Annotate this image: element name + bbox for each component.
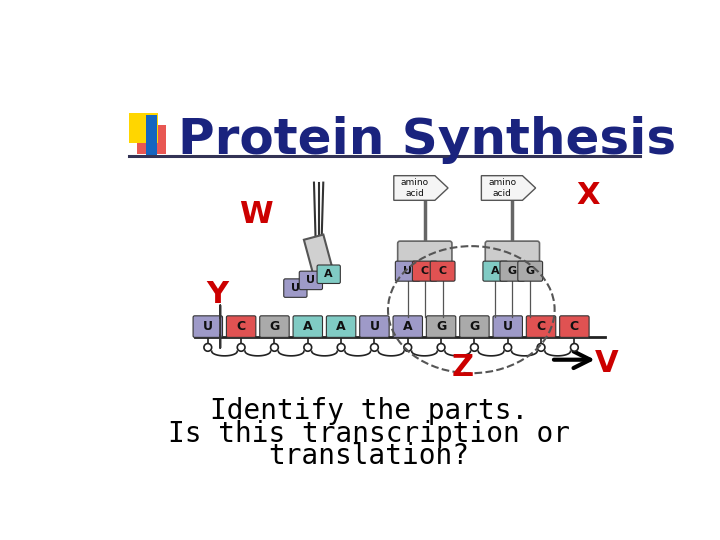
FancyBboxPatch shape [293, 316, 323, 338]
FancyBboxPatch shape [559, 316, 589, 338]
Text: C: C [438, 266, 446, 276]
FancyBboxPatch shape [459, 316, 489, 338]
FancyBboxPatch shape [413, 261, 437, 281]
Text: G: G [508, 266, 517, 276]
Text: U: U [291, 283, 300, 293]
Text: A: A [325, 269, 333, 279]
Text: U: U [203, 320, 213, 333]
FancyBboxPatch shape [485, 241, 539, 264]
Circle shape [238, 343, 245, 351]
Text: amino
acid: amino acid [400, 178, 429, 198]
Circle shape [337, 343, 345, 351]
FancyBboxPatch shape [393, 316, 423, 338]
Circle shape [504, 343, 512, 351]
FancyBboxPatch shape [431, 261, 455, 281]
FancyBboxPatch shape [360, 316, 389, 338]
FancyBboxPatch shape [426, 316, 456, 338]
Text: G: G [526, 266, 535, 276]
Text: G: G [269, 320, 279, 333]
Text: Y: Y [206, 280, 228, 309]
Circle shape [570, 343, 578, 351]
Text: U: U [369, 320, 379, 333]
FancyBboxPatch shape [284, 279, 307, 298]
Text: A: A [403, 320, 413, 333]
FancyBboxPatch shape [493, 316, 523, 338]
Polygon shape [304, 234, 333, 277]
FancyBboxPatch shape [483, 261, 508, 281]
FancyBboxPatch shape [326, 316, 356, 338]
Text: C: C [420, 266, 429, 276]
FancyBboxPatch shape [317, 265, 341, 284]
Text: U: U [503, 320, 513, 333]
Circle shape [437, 343, 445, 351]
FancyBboxPatch shape [260, 316, 289, 338]
Bar [137, 125, 166, 154]
Circle shape [471, 343, 478, 351]
Text: amino
acid: amino acid [488, 178, 516, 198]
Text: G: G [436, 320, 446, 333]
Text: X: X [577, 181, 600, 210]
FancyBboxPatch shape [395, 261, 420, 281]
Text: C: C [570, 320, 579, 333]
FancyBboxPatch shape [526, 316, 556, 338]
Circle shape [404, 343, 412, 351]
Text: Z: Z [451, 353, 473, 382]
Text: C: C [237, 320, 246, 333]
Text: Protein Synthesis: Protein Synthesis [178, 116, 675, 164]
Text: C: C [536, 320, 546, 333]
Text: Identify the parts.: Identify the parts. [210, 397, 528, 426]
Polygon shape [394, 176, 448, 200]
Text: A: A [336, 320, 346, 333]
Text: V: V [595, 349, 619, 378]
Text: W: W [239, 200, 272, 230]
Text: U: U [307, 275, 315, 286]
Circle shape [537, 343, 545, 351]
Text: G: G [469, 320, 480, 333]
Circle shape [304, 343, 312, 351]
FancyBboxPatch shape [226, 316, 256, 338]
FancyBboxPatch shape [300, 271, 323, 289]
Circle shape [204, 343, 212, 351]
Bar [129, 113, 158, 143]
Polygon shape [482, 176, 536, 200]
FancyBboxPatch shape [500, 261, 525, 281]
Text: A: A [491, 266, 500, 276]
FancyBboxPatch shape [397, 241, 452, 264]
Bar [145, 115, 157, 157]
FancyBboxPatch shape [193, 316, 222, 338]
Circle shape [371, 343, 378, 351]
Text: A: A [303, 320, 312, 333]
Circle shape [271, 343, 279, 351]
FancyBboxPatch shape [518, 261, 543, 281]
Text: translation?: translation? [269, 442, 469, 470]
Text: Is this transcription or: Is this transcription or [168, 420, 570, 448]
Text: U: U [403, 266, 413, 276]
